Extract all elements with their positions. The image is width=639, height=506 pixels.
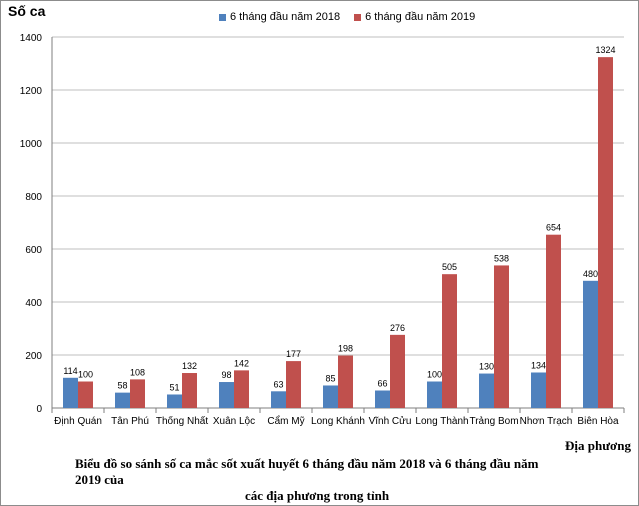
x-tick-label: Nhơn Trạch bbox=[520, 416, 573, 427]
legend-item-2018: 6 tháng đầu năm 2018 bbox=[219, 11, 340, 23]
x-tick-label: Trảng Bom bbox=[469, 416, 518, 427]
bar-2019 bbox=[182, 373, 197, 408]
bar-2019 bbox=[286, 361, 301, 408]
data-label: 538 bbox=[494, 253, 509, 263]
data-label: 177 bbox=[286, 349, 301, 359]
bar-2018 bbox=[115, 392, 130, 408]
bar-2019 bbox=[234, 370, 249, 408]
x-tick-label: Long Thành bbox=[415, 416, 468, 427]
bar-2019 bbox=[130, 379, 145, 408]
bar-2018 bbox=[583, 280, 598, 408]
x-tick-label: Biên Hòa bbox=[577, 416, 619, 427]
data-label: 134 bbox=[531, 360, 546, 370]
bar-2019 bbox=[442, 274, 457, 408]
bar-2018 bbox=[375, 390, 390, 408]
bar-2018 bbox=[167, 394, 182, 408]
y-tick-label: 1000 bbox=[20, 139, 43, 150]
data-label: 98 bbox=[221, 370, 231, 380]
data-label: 51 bbox=[169, 382, 179, 392]
y-tick-label: 0 bbox=[36, 404, 42, 415]
bar-2018 bbox=[219, 382, 234, 408]
bar-2018 bbox=[479, 373, 494, 408]
data-label: 114 bbox=[63, 366, 77, 376]
data-label: 66 bbox=[377, 379, 387, 389]
x-tick-label: Cẩm Mỹ bbox=[267, 415, 304, 427]
y-tick-label: 1400 bbox=[20, 33, 43, 44]
bar-2019 bbox=[390, 334, 405, 408]
data-label: 198 bbox=[338, 344, 353, 354]
bar-2018 bbox=[531, 372, 546, 408]
x-axis-label: Địa phương bbox=[565, 438, 631, 453]
legend-swatch-2019 bbox=[354, 13, 362, 21]
legend-label-2018: 6 tháng đầu năm 2018 bbox=[230, 11, 341, 23]
data-label: 85 bbox=[325, 373, 335, 383]
data-label: 505 bbox=[442, 262, 457, 272]
x-tick-label: Tân Phú bbox=[111, 416, 149, 427]
bar-2018 bbox=[323, 385, 338, 408]
x-tick-label: Xuân Lộc bbox=[213, 416, 255, 427]
bar-2019 bbox=[78, 381, 93, 408]
data-label: 130 bbox=[479, 362, 494, 372]
y-tick-label: 1200 bbox=[20, 86, 43, 97]
bar-2019 bbox=[494, 265, 509, 408]
bar-2019 bbox=[598, 57, 613, 408]
data-label: 58 bbox=[117, 381, 127, 391]
x-tick-label: Vĩnh Cửu bbox=[369, 415, 412, 427]
data-label: 1324 bbox=[595, 45, 615, 55]
y-tick-label: 800 bbox=[25, 192, 42, 203]
x-tick-label: Thống Nhất bbox=[156, 415, 208, 427]
bar-2019 bbox=[546, 234, 561, 408]
data-label: 63 bbox=[273, 379, 283, 389]
legend: 6 tháng đầu năm 2018 6 tháng đầu năm 201… bbox=[219, 11, 475, 23]
data-label: 276 bbox=[390, 323, 405, 333]
data-label: 654 bbox=[546, 223, 561, 233]
data-label: 100 bbox=[427, 370, 442, 380]
y-tick-label: 400 bbox=[25, 298, 42, 309]
legend-swatch-2018 bbox=[219, 13, 226, 21]
caption-line-1: Biểu đồ so sánh số ca mắc sốt xuất huyết… bbox=[75, 456, 539, 487]
legend-item-2019: 6 tháng đầu năm 2019 bbox=[354, 11, 475, 23]
bar-2018 bbox=[427, 381, 442, 408]
data-label: 100 bbox=[78, 370, 93, 380]
y-tick-label: 200 bbox=[25, 351, 42, 362]
caption-line-2: các địa phương trong tỉnh bbox=[245, 488, 390, 503]
data-label: 108 bbox=[130, 367, 145, 377]
y-tick-label: 600 bbox=[25, 245, 42, 256]
chart-caption: Biểu đồ so sánh số ca mắc sốt xuất huyết… bbox=[75, 456, 555, 504]
x-tick-label: Long Khánh bbox=[311, 416, 365, 427]
legend-label-2019: 6 tháng đầu năm 2019 bbox=[365, 11, 476, 23]
bar-2018 bbox=[271, 391, 286, 408]
data-label: 132 bbox=[182, 361, 197, 371]
data-label: 142 bbox=[234, 358, 249, 368]
x-tick-label: Định Quán bbox=[54, 416, 102, 427]
bar-2019 bbox=[338, 355, 353, 408]
y-axis-label: Số ca bbox=[8, 3, 46, 19]
data-label: 480 bbox=[583, 269, 598, 279]
bar-2018 bbox=[63, 377, 78, 408]
